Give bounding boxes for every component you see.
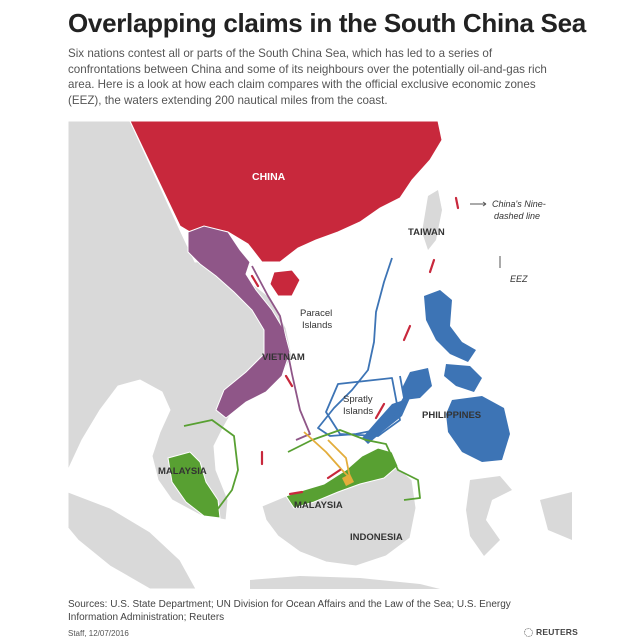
legend-nine-dash-1: China's Nine- xyxy=(492,199,546,209)
region-philippines-mindanao xyxy=(446,396,510,462)
vietnam-claim-line xyxy=(251,265,311,441)
reuters-logo-text: REUTERS xyxy=(536,627,579,637)
philippines-claim-line xyxy=(317,257,405,437)
land-java xyxy=(250,576,440,589)
malaysia-claim-line xyxy=(183,419,239,515)
brunei-claim-line xyxy=(303,431,351,479)
sources-note: Sources: U.S. State Department; UN Divis… xyxy=(68,599,511,623)
land-sulawesi xyxy=(466,476,512,556)
credit: Staff, 12/07/2016 xyxy=(68,629,129,638)
label-paracel-1: Paracel xyxy=(300,308,332,319)
region-vietnam xyxy=(187,225,291,419)
label-spratly-1: Spratly xyxy=(343,394,373,405)
land-moluccas xyxy=(540,492,572,540)
nine-dash-line xyxy=(250,196,460,496)
region-brunei xyxy=(342,474,354,486)
subtitle: Six nations contest all or parts of the … xyxy=(68,47,547,107)
label-malaysia-east: MALAYSIA xyxy=(294,500,343,511)
reuters-logo-icon xyxy=(524,627,533,637)
region-malaysia-west xyxy=(167,451,221,519)
legend-nine-dash-2: dashed line xyxy=(494,211,540,221)
land-sumatra xyxy=(68,491,197,589)
legend-eez: EEZ xyxy=(510,274,528,284)
region-philippines-mindoro xyxy=(402,368,432,400)
label-indonesia: INDONESIA xyxy=(350,532,403,543)
region-hainan xyxy=(269,269,301,297)
region-philippines-visayas xyxy=(444,364,482,392)
label-vietnam: VIETNAM xyxy=(262,352,305,363)
region-philippines-luzon xyxy=(424,290,476,362)
label-spratly-2: Islands xyxy=(343,406,373,417)
label-malaysia-west: MALAYSIA xyxy=(158,466,207,477)
map: CHINA TAIWAN Paracel Islands VIETNAM Spr… xyxy=(68,121,572,589)
label-taiwan: TAIWAN xyxy=(408,227,445,238)
label-china: CHINA xyxy=(252,171,286,183)
land-taiwan xyxy=(422,190,442,250)
reuters-logo: REUTERS xyxy=(524,627,578,637)
label-philippines: PHILIPPINES xyxy=(422,410,481,421)
spratly-box xyxy=(325,377,401,437)
malaysia-east-claim-line xyxy=(287,429,421,501)
label-paracel-2: Islands xyxy=(302,320,332,331)
nine-dash-legend xyxy=(470,201,487,207)
page-title: Overlapping claims in the South China Se… xyxy=(68,8,586,38)
